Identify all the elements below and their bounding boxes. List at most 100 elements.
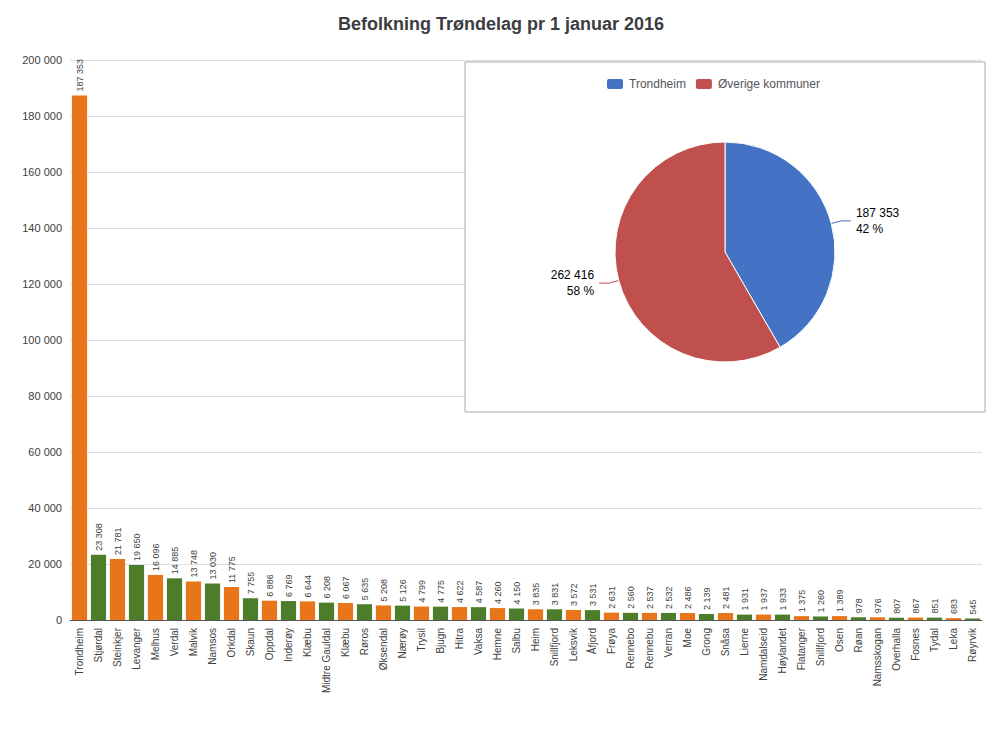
svg-text:Verran: Verran <box>663 628 674 657</box>
svg-text:80 000: 80 000 <box>28 390 62 402</box>
svg-text:Trysil: Trysil <box>416 628 427 652</box>
svg-text:3 572: 3 572 <box>569 583 579 606</box>
svg-text:Flatanger: Flatanger <box>796 627 807 670</box>
svg-text:867: 867 <box>911 599 921 614</box>
svg-text:Namsskogan: Namsskogan <box>872 628 883 686</box>
svg-text:Klæbu: Klæbu <box>302 628 313 657</box>
svg-text:2 481: 2 481 <box>721 587 731 610</box>
svg-text:3 531: 3 531 <box>588 584 598 607</box>
svg-text:4 775: 4 775 <box>436 580 446 603</box>
svg-text:160 000: 160 000 <box>22 166 62 178</box>
svg-text:1 931: 1 931 <box>740 588 750 611</box>
svg-text:2 537: 2 537 <box>645 586 655 609</box>
svg-text:187 353: 187 353 <box>75 59 85 92</box>
svg-text:807: 807 <box>892 599 902 614</box>
svg-text:Øverige kommuner: Øverige kommuner <box>718 77 820 91</box>
svg-text:Frøya: Frøya <box>606 628 617 655</box>
svg-text:Vaksa: Vaksa <box>473 628 484 655</box>
svg-text:1 389: 1 389 <box>835 590 845 613</box>
svg-text:Heim: Heim <box>530 628 541 651</box>
svg-text:Snillfjord: Snillfjord <box>549 628 560 666</box>
svg-text:2 560: 2 560 <box>626 586 636 609</box>
svg-text:180 000: 180 000 <box>22 110 62 122</box>
svg-text:19 650: 19 650 <box>132 533 142 561</box>
svg-text:Salbu: Salbu <box>511 628 522 654</box>
svg-text:6 067: 6 067 <box>341 576 351 599</box>
svg-text:23 308: 23 308 <box>94 523 104 551</box>
svg-text:Verdal: Verdal <box>169 628 180 656</box>
svg-text:60 000: 60 000 <box>28 446 62 458</box>
svg-text:40 000: 40 000 <box>28 502 62 514</box>
svg-text:Inderøy: Inderøy <box>283 628 294 662</box>
svg-text:1 933: 1 933 <box>778 588 788 611</box>
svg-text:6 769: 6 769 <box>284 575 294 598</box>
svg-text:200 000: 200 000 <box>22 54 62 66</box>
svg-text:545: 545 <box>968 599 978 614</box>
svg-text:1 937: 1 937 <box>759 588 769 611</box>
svg-text:262 416: 262 416 <box>551 268 595 282</box>
svg-text:Oppdal: Oppdal <box>264 628 275 660</box>
svg-text:5 208: 5 208 <box>379 579 389 602</box>
svg-text:Overhalla: Overhalla <box>891 628 902 671</box>
svg-text:Røros: Røros <box>359 628 370 655</box>
svg-text:978: 978 <box>854 598 864 613</box>
svg-text:42 %: 42 % <box>856 222 884 236</box>
svg-text:0: 0 <box>56 614 62 626</box>
svg-text:Leksvik: Leksvik <box>568 627 579 661</box>
svg-text:Nærøy: Nærøy <box>397 628 408 659</box>
svg-text:2 631: 2 631 <box>607 586 617 609</box>
svg-text:Klæbu: Klæbu <box>340 628 351 657</box>
svg-text:Røan: Røan <box>853 628 864 652</box>
svg-text:Melhus: Melhus <box>150 628 161 660</box>
svg-text:3 831: 3 831 <box>550 583 560 606</box>
svg-text:2 139: 2 139 <box>702 587 712 610</box>
svg-text:Skaun: Skaun <box>245 628 256 656</box>
svg-text:4 799: 4 799 <box>417 580 427 603</box>
svg-text:Midtre Gauldal: Midtre Gauldal <box>321 628 332 693</box>
svg-text:Moe: Moe <box>682 628 693 648</box>
svg-text:Rennebo: Rennebo <box>625 628 636 669</box>
svg-text:Hemne: Hemne <box>492 628 503 661</box>
svg-text:Stjørdal: Stjørdal <box>93 628 104 662</box>
svg-text:100 000: 100 000 <box>22 334 62 346</box>
svg-text:16 096: 16 096 <box>151 543 161 571</box>
svg-text:2 486: 2 486 <box>683 587 693 610</box>
svg-text:1 260: 1 260 <box>816 590 826 613</box>
svg-text:Høylandet: Høylandet <box>777 628 788 674</box>
svg-text:Øksendal: Øksendal <box>378 628 389 670</box>
svg-text:2 532: 2 532 <box>664 586 674 609</box>
svg-text:6 208: 6 208 <box>322 576 332 599</box>
svg-text:58 %: 58 % <box>567 284 595 298</box>
svg-text:Levanger: Levanger <box>131 627 142 669</box>
svg-text:7 755: 7 755 <box>246 572 256 595</box>
svg-text:14 885: 14 885 <box>170 547 180 575</box>
svg-text:Orkdal: Orkdal <box>226 628 237 657</box>
svg-text:Lierne: Lierne <box>739 628 750 656</box>
svg-text:21 781: 21 781 <box>113 527 123 555</box>
svg-text:4 260: 4 260 <box>493 582 503 605</box>
svg-text:Bjugn: Bjugn <box>435 628 446 654</box>
svg-text:Fosnes: Fosnes <box>910 628 921 661</box>
svg-text:5 635: 5 635 <box>360 578 370 601</box>
svg-text:Steinkjer: Steinkjer <box>112 627 123 667</box>
svg-text:4 150: 4 150 <box>512 582 522 605</box>
svg-text:4 587: 4 587 <box>474 581 484 604</box>
svg-text:683: 683 <box>949 599 959 614</box>
svg-text:Malvik: Malvik <box>188 627 199 656</box>
svg-text:Tydal: Tydal <box>929 628 940 652</box>
svg-text:187 353: 187 353 <box>856 206 900 220</box>
svg-text:Snillfjord: Snillfjord <box>815 628 826 666</box>
svg-text:Rennebu: Rennebu <box>644 628 655 669</box>
svg-text:Osen: Osen <box>834 628 845 652</box>
svg-text:6 886: 6 886 <box>265 574 275 597</box>
svg-text:Namdalseid: Namdalseid <box>758 628 769 681</box>
svg-text:3 835: 3 835 <box>531 583 541 606</box>
svg-text:Grong: Grong <box>701 628 712 656</box>
svg-text:Namsos: Namsos <box>207 628 218 665</box>
svg-text:Åfjord: Åfjord <box>586 628 598 654</box>
svg-text:20 000: 20 000 <box>28 558 62 570</box>
svg-text:Trondheim: Trondheim <box>74 628 85 675</box>
svg-text:5 126: 5 126 <box>398 579 408 602</box>
svg-text:Trondheim: Trondheim <box>629 77 686 91</box>
svg-text:Leka: Leka <box>948 628 959 650</box>
